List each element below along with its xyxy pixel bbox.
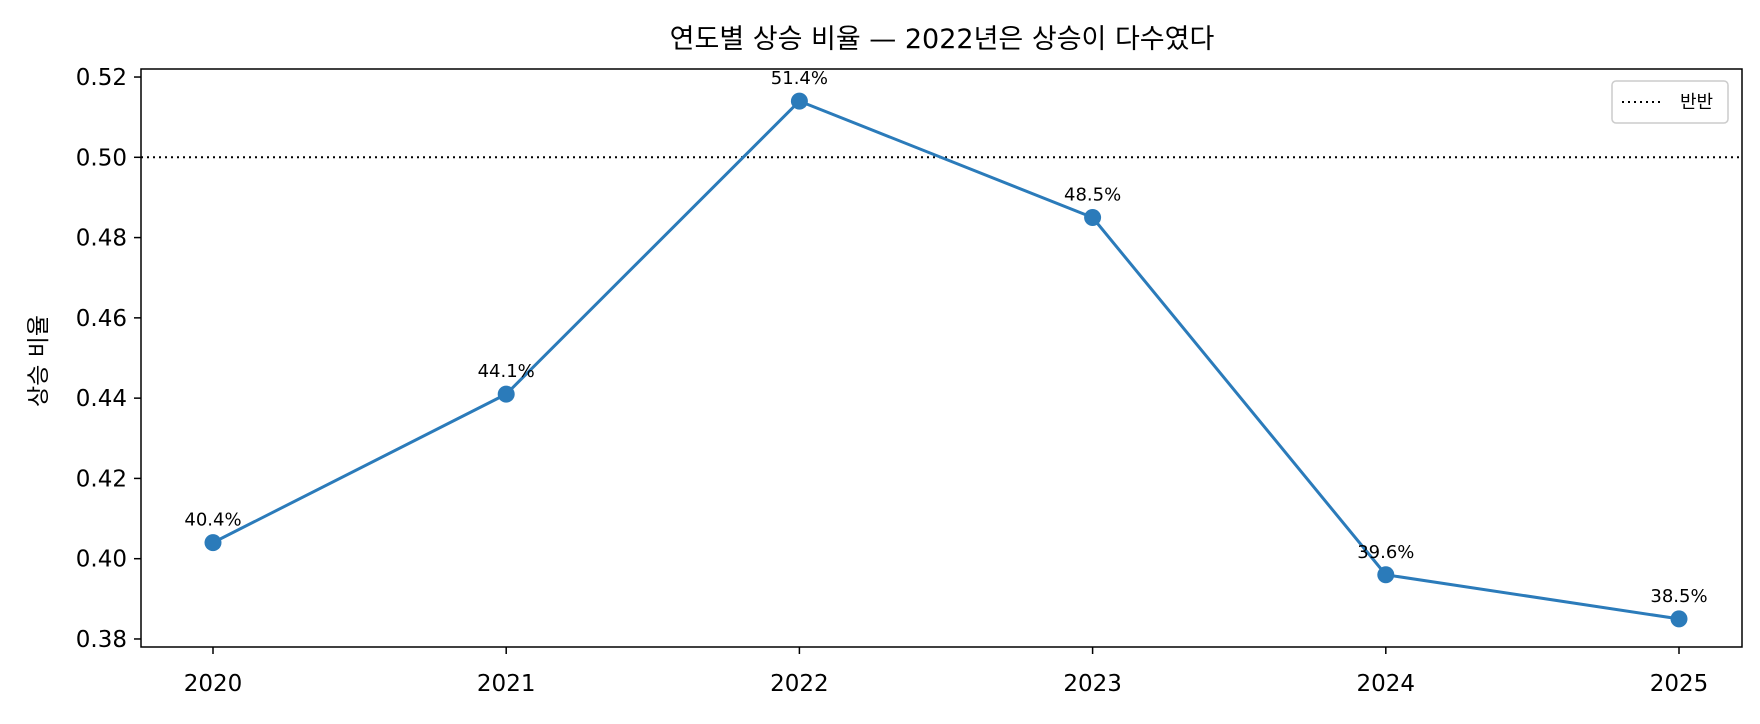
x-tick-label: 2023: [1063, 671, 1122, 697]
x-tick-label: 2024: [1357, 671, 1416, 697]
data-point: [204, 534, 222, 552]
data-label: 40.4%: [184, 510, 241, 531]
x-tick-label: 2020: [184, 671, 243, 697]
y-tick-label: 0.44: [76, 386, 127, 412]
y-tick-label: 0.38: [76, 627, 127, 653]
data-label: 44.1%: [478, 361, 535, 382]
y-tick-label: 0.52: [76, 65, 127, 91]
legend: 반반: [1611, 80, 1729, 124]
y-tick-label: 0.50: [76, 145, 127, 171]
y-axis-label: 상승 비율: [26, 315, 52, 407]
plot-area: 0.38 0.40 0.42 0.44 0.46 0.48 0.50 0.52 2020 2021…: [76, 65, 1743, 697]
data-label: 48.5%: [1064, 185, 1121, 206]
legend-box: [1611, 80, 1729, 124]
x-tick-label: 2021: [477, 671, 536, 697]
y-tick-label: 0.46: [76, 306, 127, 332]
y-tick-label: 0.42: [76, 466, 127, 492]
plot-frame: [140, 68, 1743, 648]
x-tick-label: 2025: [1650, 671, 1709, 697]
data-point: [1670, 610, 1688, 628]
data-label: 39.6%: [1357, 542, 1414, 563]
data-point: [1377, 566, 1395, 584]
data-point: [1084, 209, 1102, 227]
x-tick-label: 2022: [770, 671, 829, 697]
data-point: [497, 385, 515, 403]
y-tick-label: 0.40: [76, 547, 127, 573]
data-point: [790, 92, 808, 110]
legend-label-reference-line: 반반: [1680, 92, 1713, 113]
y-tick-label: 0.48: [76, 226, 127, 252]
data-label: 51.4%: [771, 68, 828, 89]
series-line: [212, 99, 1680, 621]
data-label: 38.5%: [1650, 586, 1707, 607]
chart-title: 연도별 상승 비율 — 2022년은 상승이 다수였다: [670, 24, 1215, 55]
